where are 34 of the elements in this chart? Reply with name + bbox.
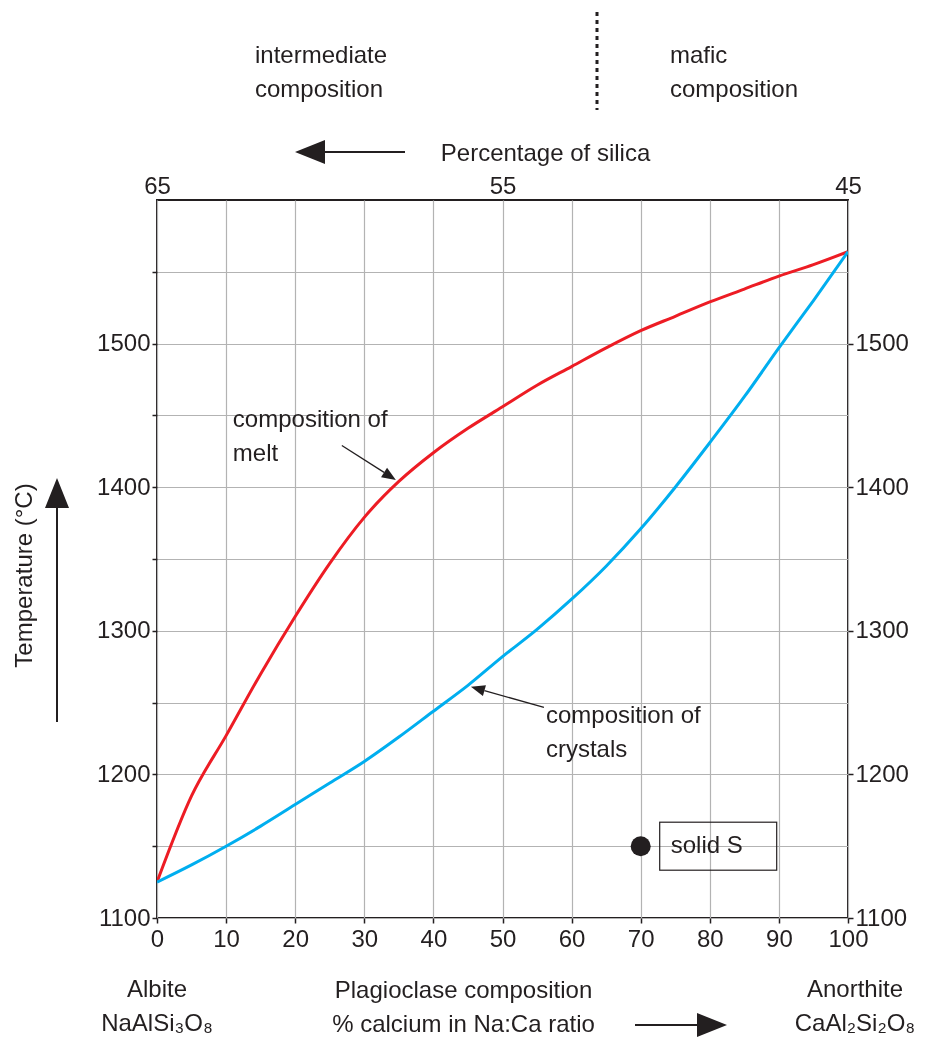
series-label: composition of melt [232,405,388,467]
x-tick-label: 40 [420,924,448,952]
y-tick-label: 1400 [97,472,151,500]
x-tick-label: 20 [282,924,310,952]
text: intermediate composition [255,41,388,102]
x-tick-label: 10 [213,924,240,952]
x-axis-title: Plagioclase composition % calcium in Na:Ca ratio [332,975,595,1037]
y2-tick-label: 1200 [855,759,909,787]
y2-tick-label: 1300 [855,616,909,644]
y-tick-label: 1500 [97,329,151,357]
x-tick-label: 30 [351,924,379,952]
x2-tick-label: 45 [835,171,862,199]
y-axis-title: Temperature (°C) [9,483,37,668]
x2-tick-label: 65 [144,171,171,199]
text: Albite NaAlSi₃O₈ [101,975,213,1036]
x2-axis-title: Percentage of silica [440,138,651,166]
y-tick-label: 1200 [97,759,151,787]
y-tick-label: 1300 [97,616,151,644]
y-tick-label: 1100 [98,903,151,931]
x-tick-label: 90 [766,924,793,952]
x-tick-label: 0 [150,924,165,952]
x-tick-label: 60 [558,924,586,952]
x-tick-label: 80 [696,924,724,952]
y2-tick-label: 1400 [855,472,909,500]
x2-tick-label: 55 [489,171,517,199]
text: composition of crystals [545,701,702,763]
text: Anorthite CaAl₂Si₂O₈ [794,975,916,1036]
y2-tick-label: 1100 [855,903,908,931]
x-tick-label: 70 [627,924,655,952]
series-label: solid S [670,831,743,859]
x-tick-label: 50 [489,924,517,952]
line-series [157,250,848,884]
y2-tick-label: 1500 [855,329,909,357]
text: mafic composition [670,41,799,102]
